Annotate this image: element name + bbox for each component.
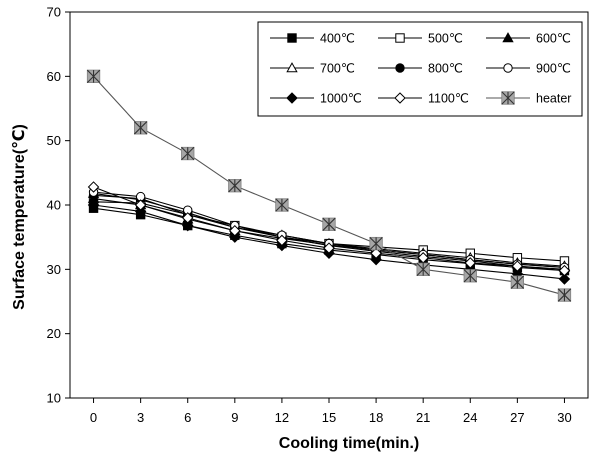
data-point-heater [133,121,148,135]
data-point-heater [510,275,525,289]
legend-marker-500 [395,33,405,43]
data-point-heater [228,179,242,193]
data-point-1100 [370,247,382,259]
series-heater [86,69,572,302]
legend-item-700: 700℃ [270,62,355,76]
legend-box [257,21,583,117]
data-point-1100 [464,257,477,269]
x-tick-label: 27 [510,410,524,425]
data-point-heater [416,262,430,276]
data-point-1100 [323,242,335,254]
x-tick-label: 9 [231,410,238,425]
legend-label: 800℃ [428,62,463,76]
legend-item-1000: 1000℃ [270,92,362,106]
data-point-heater [181,146,195,161]
x-tick-label: 24 [463,410,477,425]
data-point-heater [463,269,477,283]
legend-label: 400℃ [320,32,355,46]
data-point-heater [322,217,336,231]
data-point-1000 [181,219,194,232]
legend-marker-900 [503,63,513,73]
legend-marker-600 [502,32,514,43]
x-tick-label: 21 [416,410,430,425]
data-point-1100 [276,234,288,247]
data-point-1000 [87,199,100,211]
legend-label: 900℃ [536,62,571,76]
legend-marker-800 [395,63,405,73]
data-point-1000 [558,273,571,285]
legend-label: 1100℃ [428,92,469,106]
legend-label: heater [536,92,571,106]
data-point-1000 [370,253,382,266]
legend: 400℃ 500℃ 600℃ 700℃ 800℃ 900℃ 1000℃ 1100℃ heater [257,21,583,117]
legend-item-400: 400℃ [270,32,355,46]
data-point-1100 [87,181,100,193]
legend-marker-400 [287,33,297,43]
legend-item-500: 500℃ [378,32,463,46]
data-point-1000 [134,205,147,218]
legend-item-600: 600℃ [486,32,571,46]
x-tick-label: 3 [137,410,144,425]
y-tick-label: 70 [47,5,61,20]
legend-label: 700℃ [320,62,355,76]
y-tick-label: 50 [47,133,61,148]
legend-label: 1000℃ [320,92,362,106]
plot-area: 10 20 30 40 50 60 70 0 3 6 9 12 15 18 21 24 27 30 [47,5,589,425]
data-point-heater [557,288,572,302]
x-tick-label: 18 [369,410,383,425]
legend-item-900: 900℃ [486,62,571,76]
y-tick-label: 20 [47,326,61,341]
legend-item-1100: 1100℃ [378,92,469,106]
legend-marker-1000 [286,92,298,104]
legend-label: 600℃ [536,32,571,46]
x-tick-label: 0 [90,410,97,425]
legend-item-heater: heater [486,91,571,106]
y-tick-label: 10 [47,391,61,406]
y-tick-label: 60 [47,69,61,84]
data-point-1000 [229,231,241,243]
x-tick-label: 6 [184,410,191,425]
y-axis-title: Surface temperature(℃) [11,124,28,310]
data-point-heater [275,198,289,212]
data-point-1100 [134,199,147,211]
x-tick-label: 15 [322,410,336,425]
x-axis-title: Cooling time(min.) [279,435,419,452]
legend-marker-heater [501,91,515,105]
x-tick-label: 12 [275,410,289,425]
data-point-1100 [229,224,241,237]
series-layer [86,69,572,302]
data-point-heater [369,236,383,251]
data-point-1100 [181,212,194,224]
data-point-1100 [511,260,524,272]
y-tick-label: 30 [47,262,61,277]
series-1100 [87,181,571,277]
x-tick-label: 30 [557,410,571,425]
y-tick-label: 40 [47,198,61,213]
legend-item-800: 800℃ [378,62,463,76]
legend-marker-1100 [394,92,406,104]
data-point-heater [86,69,101,83]
legend-label: 500℃ [428,32,463,46]
data-point-1100 [558,264,571,277]
legend-marker-700 [286,62,298,73]
